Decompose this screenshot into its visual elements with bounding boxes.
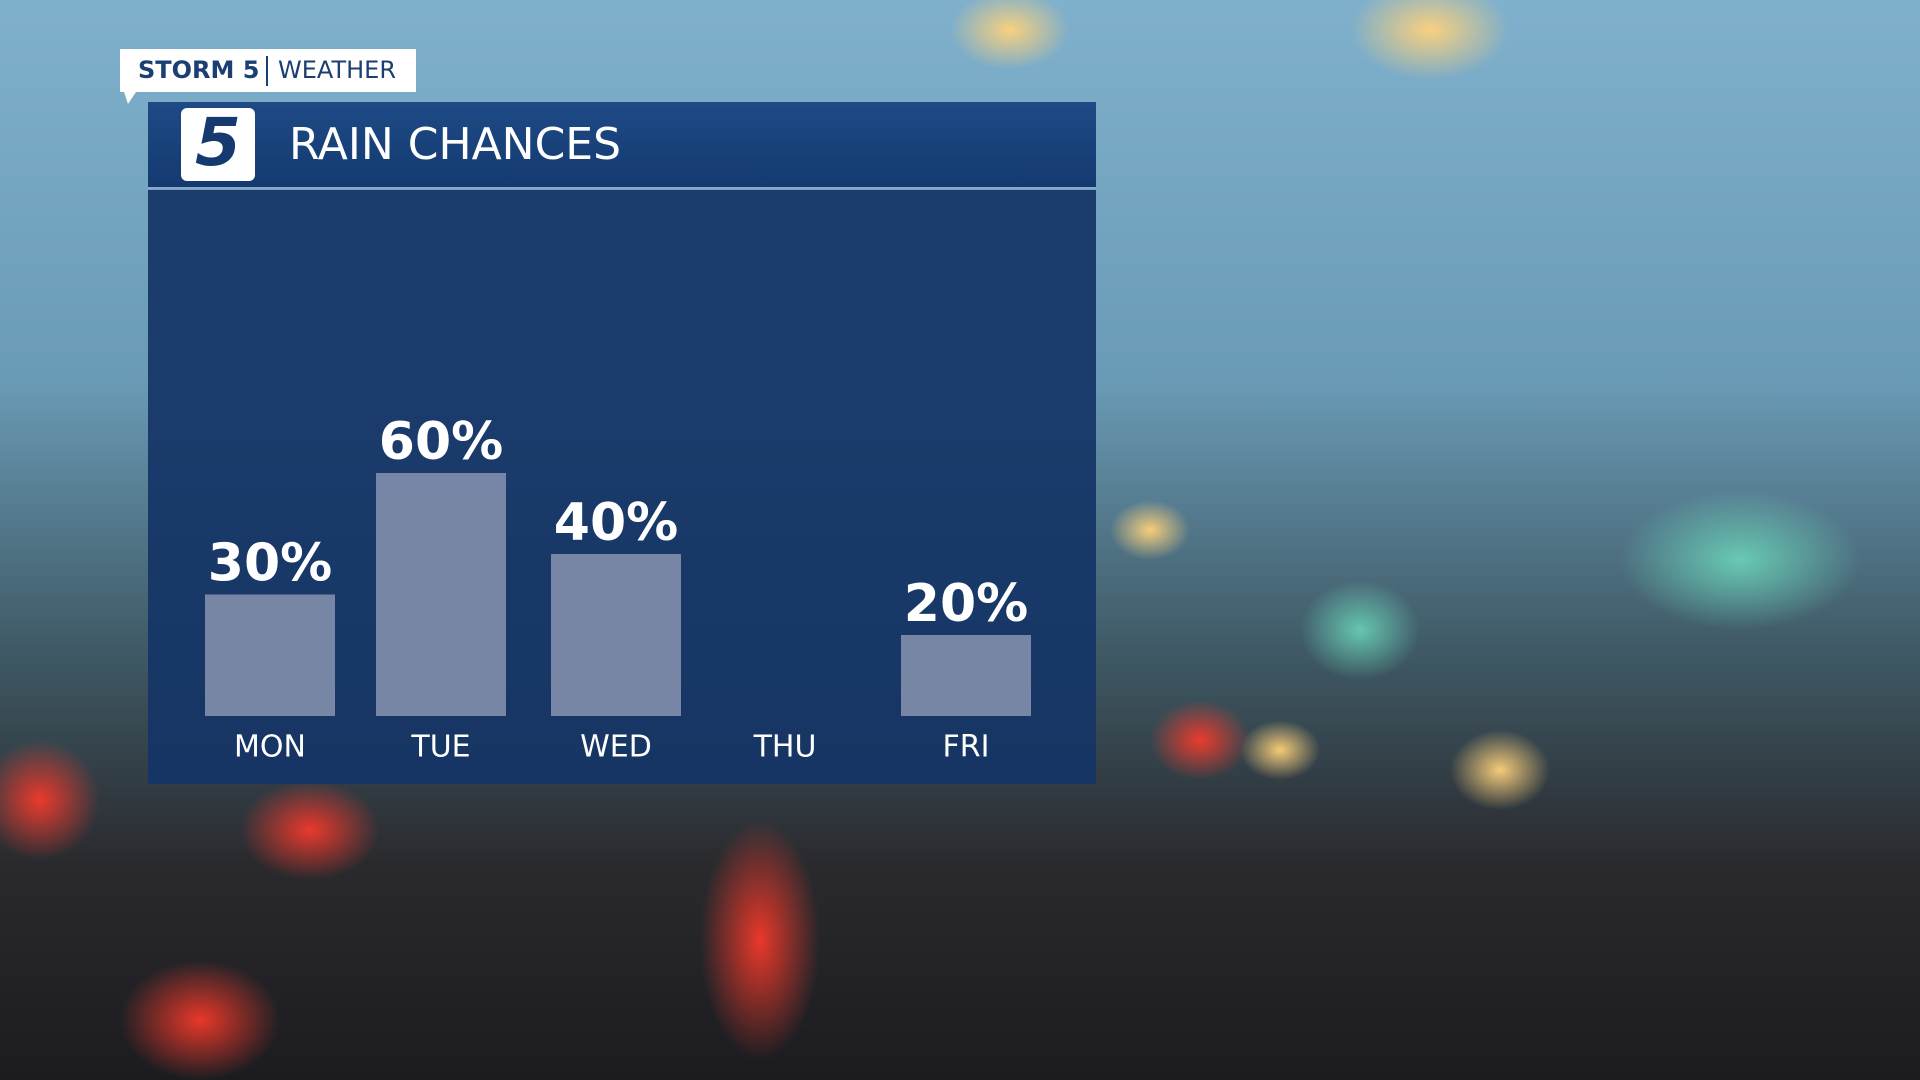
value-label: 20% xyxy=(904,574,1028,634)
plot: MON 30% TUE 60% WED 40% THU FRI 20% xyxy=(205,412,1031,765)
panel-header xyxy=(148,102,1096,187)
bar xyxy=(205,594,335,716)
x-tick-label: MON xyxy=(234,730,306,765)
value-label: 40% xyxy=(554,493,678,553)
logo-box xyxy=(181,108,255,181)
bar xyxy=(901,635,1031,716)
bar xyxy=(551,554,681,716)
chart-title: RAIN CHANCES xyxy=(289,119,621,170)
x-tick-label: WED xyxy=(580,730,652,765)
brand-text: STORM 5 xyxy=(138,56,259,84)
value-label: 30% xyxy=(208,534,332,594)
brand-tag: STORM 5 WEATHER xyxy=(120,49,416,104)
x-tick-label: TUE xyxy=(410,730,470,765)
value-label: 60% xyxy=(379,412,503,472)
x-tick-label: THU xyxy=(753,730,817,765)
bar xyxy=(376,473,506,716)
section-text: WEATHER xyxy=(278,56,396,84)
x-tick-label: FRI xyxy=(943,730,990,765)
logo: 5 xyxy=(195,104,241,181)
